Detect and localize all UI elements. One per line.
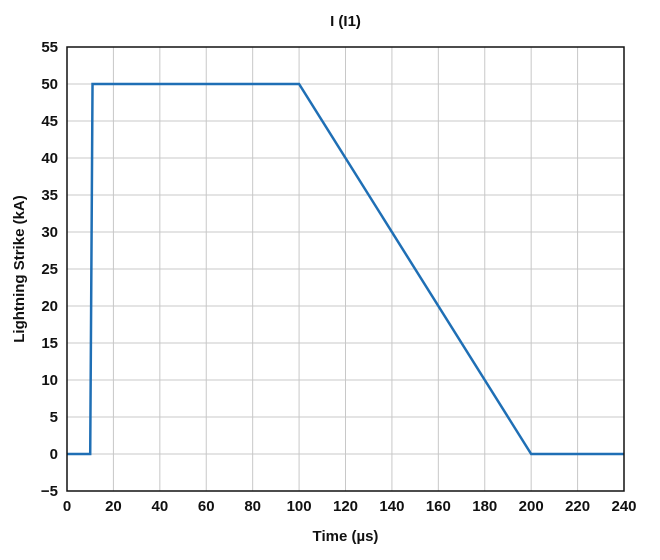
x-tick-label: 180 (472, 498, 497, 515)
y-tick-label: 30 (41, 224, 58, 241)
y-axis-title: Lightning Strike (kA) (11, 195, 28, 343)
y-tick-label: 5 (50, 409, 58, 426)
y-tick-label: 0 (50, 446, 58, 463)
x-axis-title: Time (µs) (313, 528, 379, 545)
series-line (67, 82, 624, 456)
y-tick-label: 55 (41, 39, 58, 56)
plot-area-frame (66, 46, 625, 492)
y-tick-label: 35 (41, 187, 58, 204)
x-tick-label: 80 (244, 498, 261, 515)
x-tick-label: 240 (611, 498, 636, 515)
series-layer (67, 82, 624, 456)
y-tick-label: 25 (41, 261, 58, 278)
x-tick-label: 40 (151, 498, 168, 515)
x-tick-label: 200 (519, 498, 544, 515)
x-tick-label: 220 (565, 498, 590, 515)
y-tick-label: 40 (41, 150, 58, 167)
x-axis-ticks: 0 20 40 60 80 100 120 140 160 180 200 220 240 (63, 498, 637, 515)
y-tick-label: 45 (41, 113, 58, 130)
x-tick-label: 140 (379, 498, 404, 515)
y-tick-label: 15 (41, 335, 58, 352)
y-tick-label: 10 (41, 372, 58, 389)
x-tick-label: 0 (63, 498, 71, 515)
chart-title: I (I1) (330, 13, 361, 30)
x-tick-label: 60 (198, 498, 215, 515)
x-tick-label: 160 (426, 498, 451, 515)
y-tick-label: −5 (41, 483, 58, 500)
x-tick-label: 20 (105, 498, 122, 515)
y-tick-label: 50 (41, 76, 58, 93)
y-axis-ticks: −5 0 5 10 15 20 25 30 35 40 45 50 55 (41, 39, 58, 500)
x-tick-label: 120 (333, 498, 358, 515)
y-tick-label: 20 (41, 298, 58, 315)
grid (67, 47, 624, 491)
x-tick-label: 100 (287, 498, 312, 515)
